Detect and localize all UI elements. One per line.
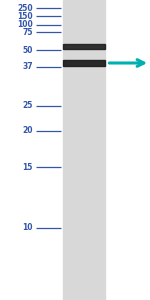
Text: 100: 100 bbox=[17, 20, 33, 29]
Text: 37: 37 bbox=[22, 62, 33, 71]
Bar bbox=[63, 44, 105, 49]
Bar bbox=[63, 60, 105, 66]
Text: 50: 50 bbox=[23, 46, 33, 55]
Text: 25: 25 bbox=[23, 101, 33, 110]
Text: 20: 20 bbox=[22, 126, 33, 135]
Text: 15: 15 bbox=[23, 163, 33, 172]
Text: 150: 150 bbox=[17, 12, 33, 21]
Text: 250: 250 bbox=[17, 4, 33, 13]
Text: 75: 75 bbox=[22, 28, 33, 37]
Bar bbox=[63, 0, 105, 300]
Text: 10: 10 bbox=[22, 224, 33, 232]
